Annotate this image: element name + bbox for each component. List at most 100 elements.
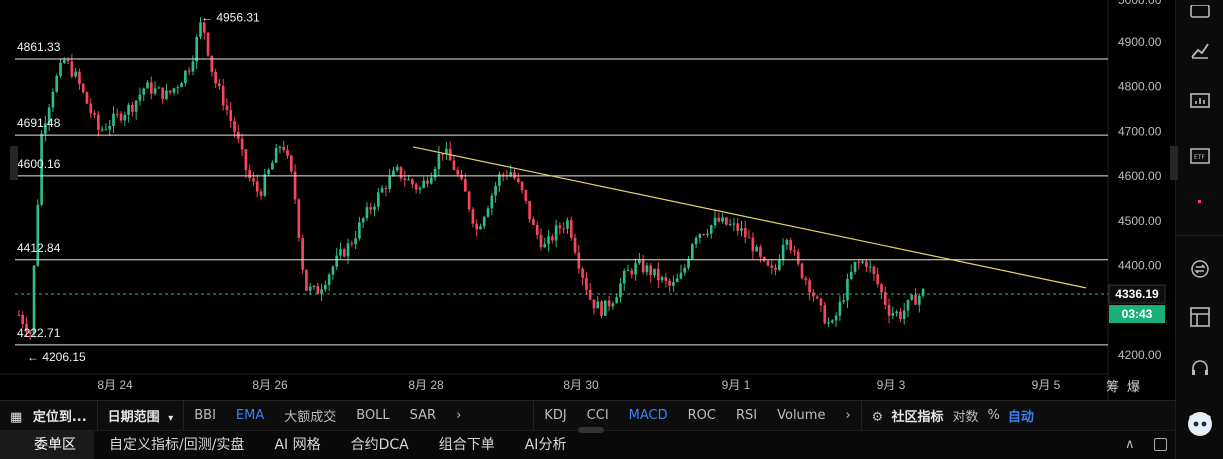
trendline xyxy=(412,146,1087,289)
tab-ai-grid[interactable]: AI 网格 xyxy=(274,436,321,453)
candle-body xyxy=(395,166,399,171)
expand-icon[interactable] xyxy=(1154,438,1167,451)
candle-body xyxy=(569,220,573,238)
candle-body xyxy=(331,266,335,275)
candle-body xyxy=(369,207,373,210)
tab-combo-order[interactable]: 组合下单 xyxy=(438,436,495,453)
candle-body xyxy=(180,83,183,88)
candle-body xyxy=(172,88,176,93)
candle-body xyxy=(857,261,861,263)
liquidation-label[interactable]: 爆 xyxy=(1127,380,1141,395)
collapse-right-handle[interactable] xyxy=(1170,146,1178,180)
indicator-big-trade[interactable]: 大额成交 xyxy=(284,410,337,425)
candle-body xyxy=(543,243,547,248)
candle-body xyxy=(445,148,448,154)
countdown-tag xyxy=(1109,305,1165,324)
auto-scale-toggle[interactable]: 自动 xyxy=(1007,410,1034,425)
candle-body xyxy=(891,313,895,316)
candle-body xyxy=(603,300,607,316)
candle-body xyxy=(327,274,331,285)
level-label: 4691.48 xyxy=(17,116,61,130)
candle-body xyxy=(210,55,214,72)
chevron-right-icon[interactable]: › xyxy=(845,408,851,423)
collapse-left-handle[interactable] xyxy=(10,146,18,180)
swap-icon[interactable] xyxy=(1188,257,1212,281)
candle-body xyxy=(558,225,562,229)
candle-body xyxy=(747,237,751,239)
candle-body xyxy=(562,228,566,230)
headset-icon[interactable] xyxy=(1188,357,1212,381)
candle-body xyxy=(516,178,520,182)
indicator-cci[interactable]: CCI xyxy=(586,408,609,423)
candle-body xyxy=(350,243,354,245)
y-tick-label: 4600.00 xyxy=(1118,169,1162,183)
panel-drag-handle[interactable] xyxy=(578,427,604,433)
candle-body xyxy=(373,206,376,210)
community-indicator-button[interactable]: ⚙ 社区指标 xyxy=(871,410,944,425)
candle-body xyxy=(301,237,304,270)
candle-body xyxy=(418,187,422,190)
candle-body xyxy=(630,270,634,275)
candle-body xyxy=(316,286,320,295)
candle-body xyxy=(437,153,441,170)
log-scale-toggle[interactable]: 对数 xyxy=(952,410,979,425)
candle-body xyxy=(732,223,736,225)
candle-body xyxy=(596,301,600,309)
candle-body xyxy=(62,59,66,63)
candle-body xyxy=(656,268,660,281)
indicator-volume[interactable]: Volume xyxy=(777,408,826,423)
date-range-dropdown[interactable]: 日期范围 ▾ xyxy=(107,410,174,425)
indicator-kdj[interactable]: KDJ xyxy=(544,408,567,423)
candle-body xyxy=(520,181,524,190)
etf-icon[interactable]: ETF xyxy=(1188,144,1212,168)
candle-body xyxy=(872,266,876,275)
right-tool-sidebar: ETF xyxy=(1170,0,1223,459)
candle-body xyxy=(407,179,410,181)
current-price-value: 4336.19 xyxy=(1115,287,1159,301)
layout-icon[interactable] xyxy=(1188,305,1212,329)
chevron-up-icon[interactable]: ∧ xyxy=(1125,437,1135,452)
indicator-macd[interactable]: MACD xyxy=(628,408,668,423)
tab-contract-dca[interactable]: 合约DCA xyxy=(350,436,409,453)
candle-body xyxy=(28,332,32,334)
candle-body xyxy=(846,278,849,301)
candle-body xyxy=(634,263,637,275)
monitor-icon[interactable] xyxy=(1188,90,1212,114)
tab-custom-indicator[interactable]: 自定义指标/回测/实盘 xyxy=(109,436,245,453)
candle-body xyxy=(93,113,96,115)
candle-body xyxy=(89,103,93,114)
candle-body xyxy=(694,237,698,245)
y-tick-label: 4800.00 xyxy=(1118,80,1162,94)
candle-body xyxy=(895,311,898,314)
y-tick-label: 4200.00 xyxy=(1118,348,1162,362)
trend-chart-icon[interactable] xyxy=(1188,38,1212,62)
assistant-avatar[interactable] xyxy=(1186,410,1214,438)
indicator-bbi[interactable]: BBI xyxy=(194,408,216,423)
candle-body xyxy=(293,171,297,200)
indicator-boll[interactable]: BOLL xyxy=(356,408,390,423)
candle-body xyxy=(849,271,853,279)
candle-body xyxy=(354,238,357,245)
candle-body xyxy=(914,294,917,305)
indicator-rsi[interactable]: RSI xyxy=(735,408,758,423)
candle-body xyxy=(585,277,588,290)
indicator-sar[interactable]: SAR xyxy=(409,408,437,423)
tab-ai-analysis[interactable]: AI分析 xyxy=(524,436,567,453)
chart-type-icon[interactable] xyxy=(1188,0,1212,24)
candle-body xyxy=(403,178,407,180)
candle-body xyxy=(921,288,925,296)
candle-body xyxy=(577,252,581,269)
candle-body xyxy=(17,314,21,316)
indicator-ema[interactable]: EMA xyxy=(235,408,265,423)
chip-distribution-label[interactable]: 筹 xyxy=(1106,380,1120,395)
candle-body xyxy=(778,260,781,270)
indicator-roc[interactable]: ROC xyxy=(687,408,716,423)
chevron-right-icon[interactable]: › xyxy=(456,408,462,423)
candle-body xyxy=(342,249,346,257)
percent-scale-toggle[interactable]: % xyxy=(987,408,1000,423)
candle-body xyxy=(668,280,671,286)
locate-button[interactable]: ▦ 定位到... xyxy=(10,410,87,425)
price-chart[interactable]: 4861.33 4691.48 4600.16 4412.84 4222.71 ← 495… xyxy=(0,0,1175,400)
tab-orders[interactable]: 委单区 xyxy=(0,430,94,459)
candle-body xyxy=(706,233,709,235)
